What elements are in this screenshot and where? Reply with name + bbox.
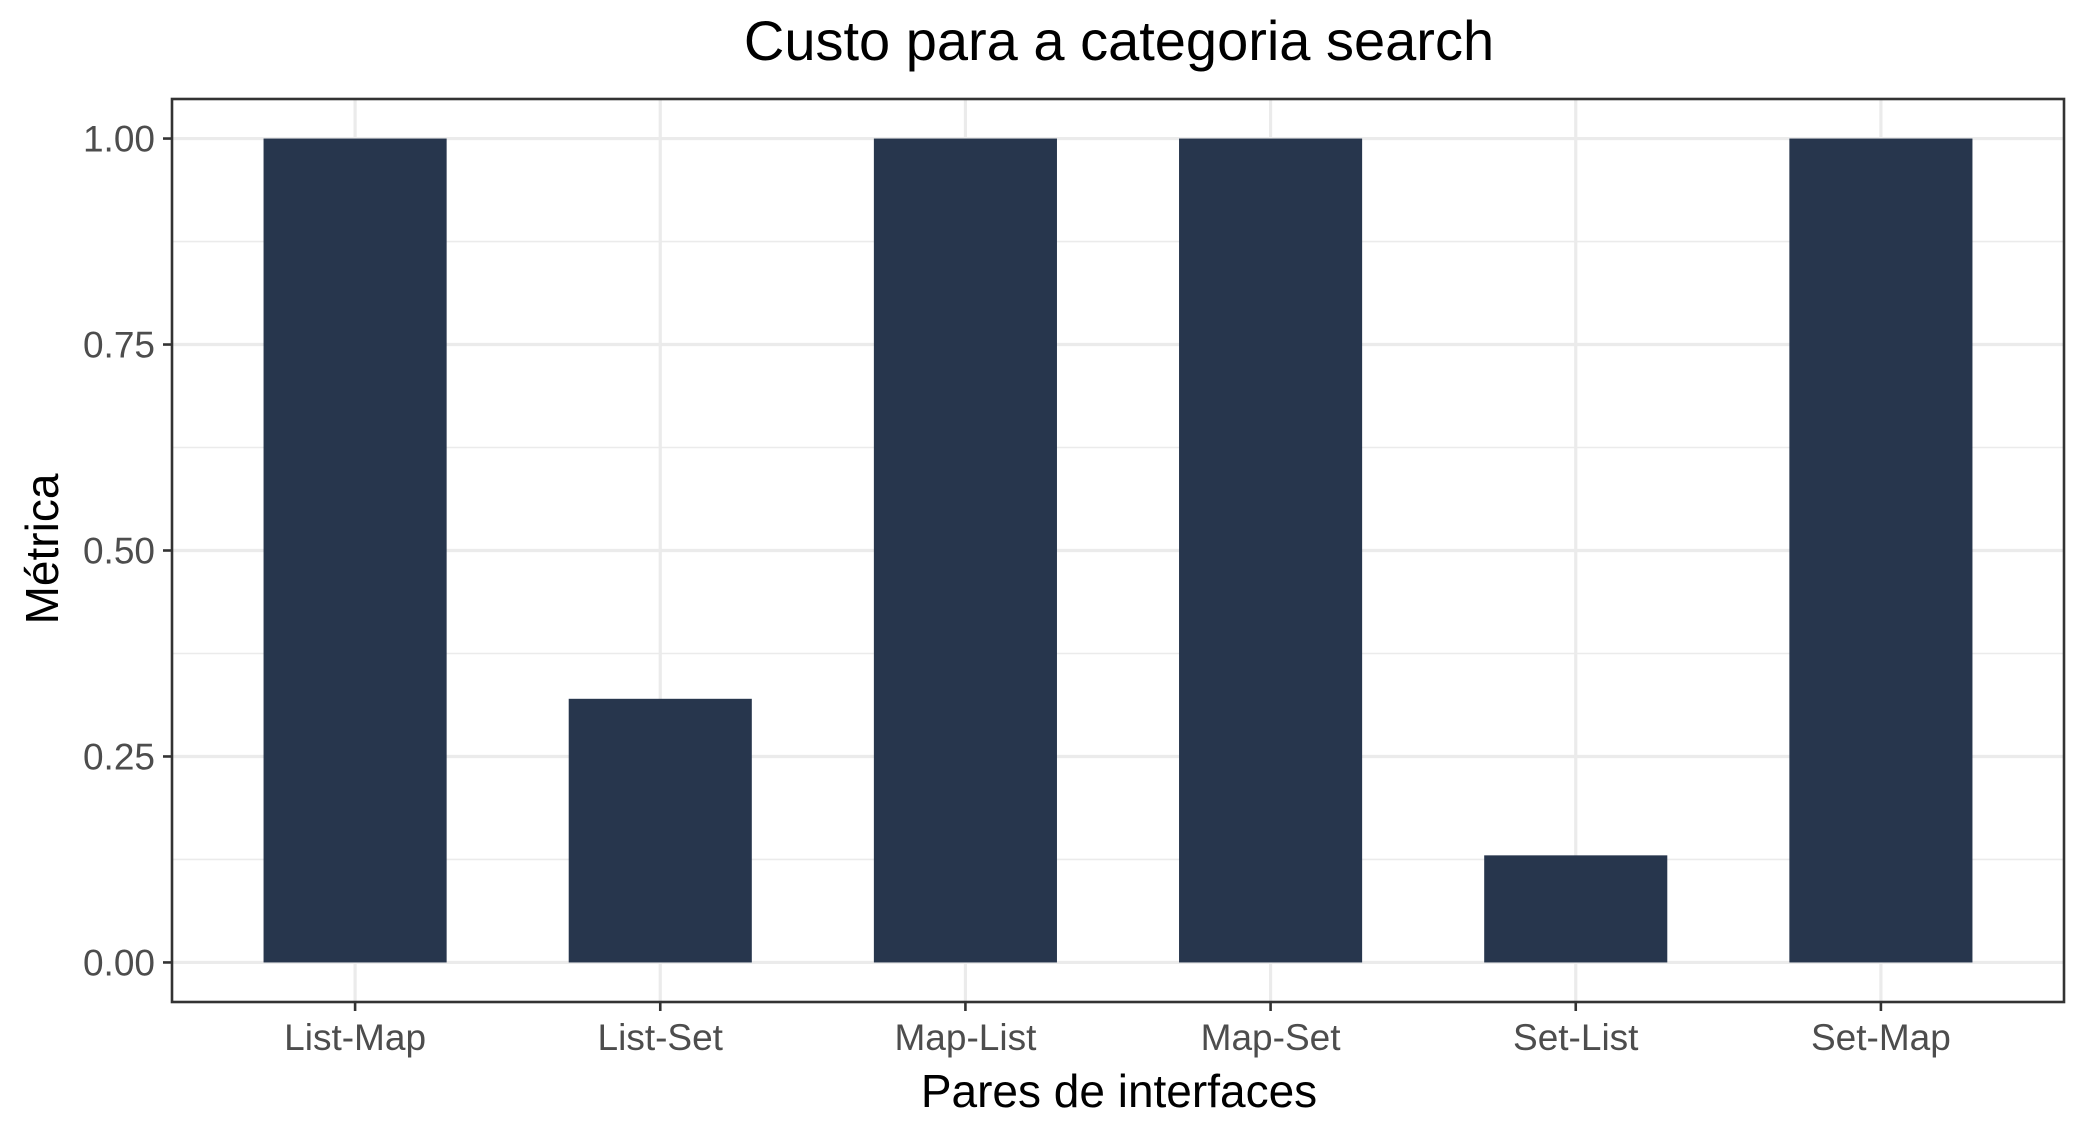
axis-ticks: [163, 137, 1883, 1011]
x-tick-label: Map-List: [894, 1017, 1037, 1058]
x-tick-label: Set-List: [1513, 1017, 1639, 1058]
bar-set-map: [1789, 138, 1973, 963]
bar-list-set: [568, 698, 752, 963]
x-tick-label: Map-Set: [1201, 1017, 1342, 1058]
x-tick-label: List-Set: [598, 1017, 724, 1058]
bar-map-set: [1179, 138, 1363, 963]
tick-labels: 0.00 0.25 0.50 0.75 1.00 List-Map List-Set Map-…: [83, 119, 1951, 1058]
chart-title: Custo para a categoria search: [744, 9, 1494, 72]
x-axis-title: Pares de interfaces: [921, 1065, 1317, 1117]
y-tick-label: 0.50: [83, 531, 155, 572]
x-tick-label: Set-Map: [1811, 1017, 1951, 1058]
x-tick-label: List-Map: [284, 1017, 426, 1058]
y-tick-label: 0.25: [83, 736, 155, 777]
y-axis-title: Métrica: [16, 473, 68, 624]
y-tick-label: 1.00: [83, 119, 155, 160]
bars: [263, 138, 1973, 963]
y-tick-label: 0.00: [83, 942, 155, 983]
y-tick-label: 0.75: [83, 325, 155, 366]
bar-set-list: [1484, 855, 1668, 963]
bar-list-map: [263, 138, 447, 963]
bar-map-list: [873, 138, 1057, 963]
